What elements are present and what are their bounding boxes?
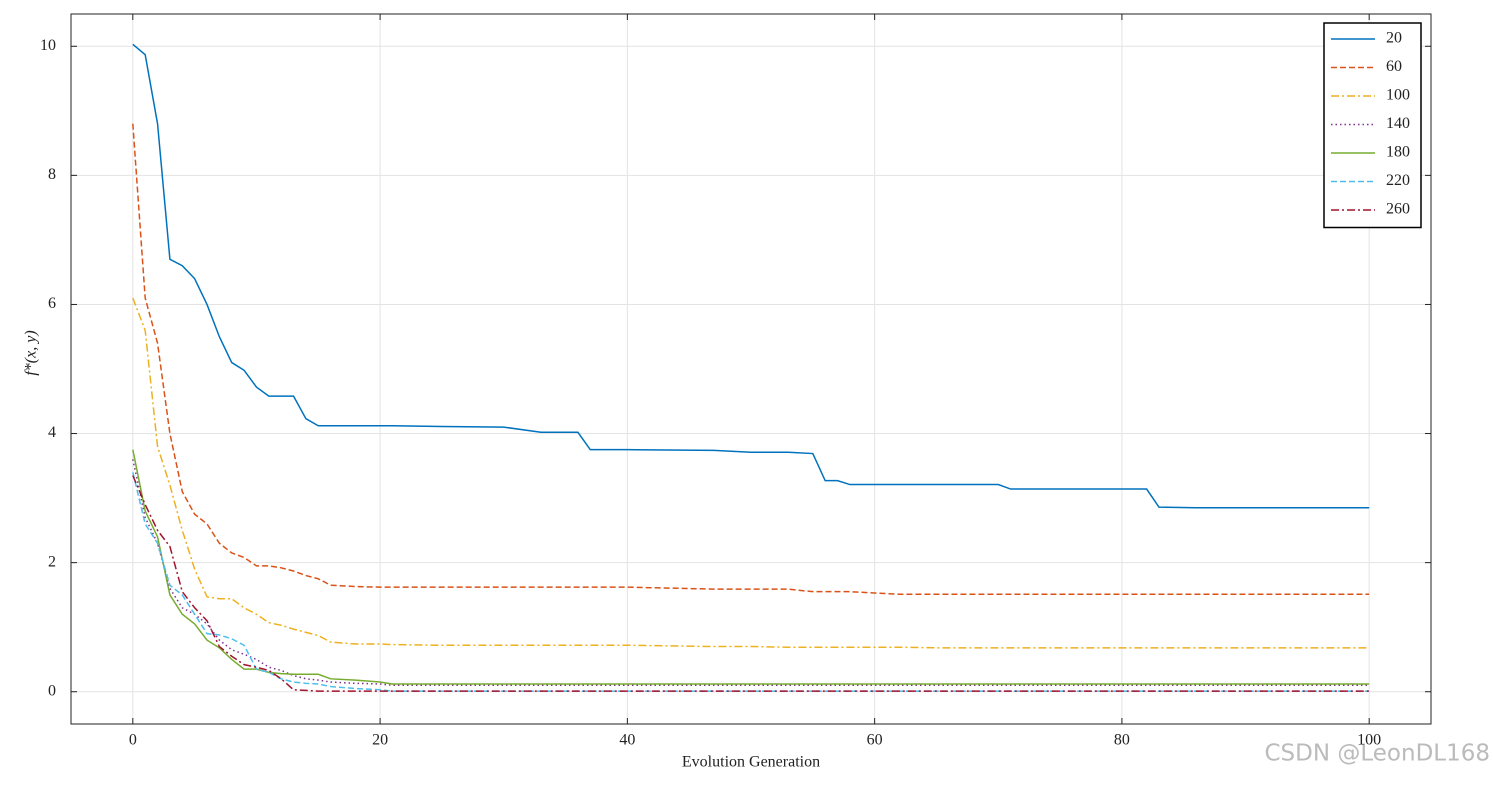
legend-label: 180 bbox=[1386, 144, 1410, 161]
data-line bbox=[132, 472, 1370, 692]
legend-label: 20 bbox=[1386, 30, 1402, 47]
legend-label: 220 bbox=[1386, 172, 1410, 189]
legend-label: 60 bbox=[1386, 58, 1402, 75]
x-tick-label: 100 bbox=[1357, 732, 1381, 749]
data-line bbox=[132, 123, 1370, 596]
data-line bbox=[132, 297, 1370, 649]
legend-label: 100 bbox=[1386, 87, 1410, 104]
y-axis-label: f*(x, y) bbox=[23, 330, 40, 375]
x-tick-label: 80 bbox=[1114, 732, 1130, 749]
x-axis-label: Evolution Generation bbox=[682, 754, 820, 771]
y-tick-label: 8 bbox=[48, 166, 56, 183]
data-line bbox=[132, 459, 1370, 687]
plot-frame bbox=[70, 13, 1432, 725]
data-line bbox=[132, 43, 1370, 509]
y-tick-label: 6 bbox=[48, 295, 56, 312]
data-line bbox=[132, 475, 1370, 692]
y-tick-label: 0 bbox=[48, 682, 56, 699]
y-tick-label: 2 bbox=[48, 553, 56, 570]
x-tick-label: 60 bbox=[867, 732, 883, 749]
x-tick-label: 40 bbox=[619, 732, 635, 749]
y-tick-label: 10 bbox=[40, 37, 56, 54]
watermark: CSDN @LeonDL168 bbox=[1264, 741, 1490, 767]
x-tick-label: 0 bbox=[129, 732, 137, 749]
y-tick-label: 4 bbox=[48, 424, 56, 441]
legend-label: 260 bbox=[1386, 201, 1410, 218]
x-tick-label: 20 bbox=[372, 732, 388, 749]
data-line bbox=[132, 449, 1370, 685]
legend-label: 140 bbox=[1386, 115, 1410, 132]
